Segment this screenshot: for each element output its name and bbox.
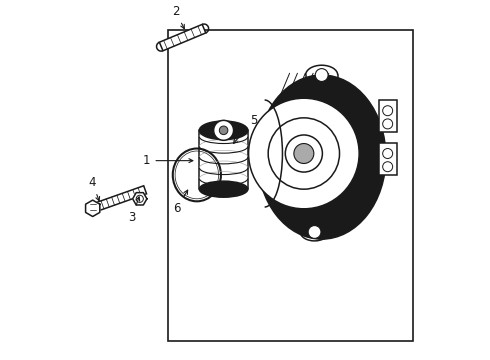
Ellipse shape [257, 75, 386, 239]
Bar [168, 31, 413, 341]
Circle shape [268, 118, 340, 189]
Circle shape [308, 226, 321, 238]
Text: 4: 4 [89, 176, 99, 201]
Polygon shape [86, 200, 100, 216]
Text: 6: 6 [173, 190, 188, 215]
Polygon shape [133, 193, 147, 205]
Bar [379, 143, 396, 175]
Text: 2: 2 [172, 5, 184, 29]
Bar [379, 100, 396, 132]
Text: 1: 1 [143, 154, 193, 167]
Polygon shape [98, 186, 147, 210]
Circle shape [285, 135, 322, 172]
Circle shape [248, 98, 359, 209]
Text: 5: 5 [233, 114, 258, 143]
Circle shape [294, 144, 314, 163]
Circle shape [315, 69, 328, 81]
Ellipse shape [199, 181, 248, 197]
Circle shape [220, 126, 228, 135]
Text: 3: 3 [128, 197, 140, 224]
Ellipse shape [199, 121, 248, 140]
Circle shape [214, 120, 234, 140]
Polygon shape [159, 24, 206, 51]
